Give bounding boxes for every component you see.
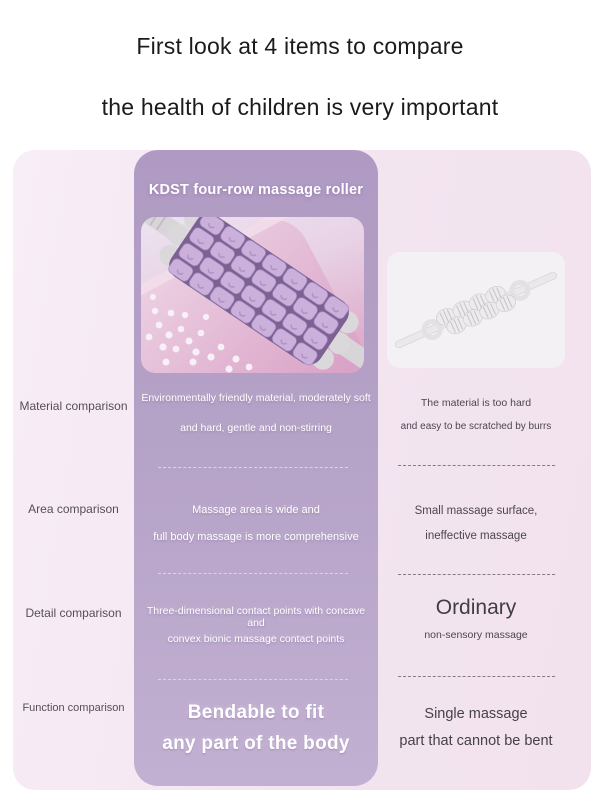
competitor-divider-3 <box>398 676 555 677</box>
product-image-kdst-roller <box>141 217 364 373</box>
product-row2-line2: full body massage is more comprehensive <box>153 531 359 543</box>
row-label-area: Area comparison <box>28 502 119 516</box>
row-label-detail: Detail comparison <box>25 606 122 620</box>
competitor-row1-line1: The material is too hard <box>420 397 532 409</box>
page-title-line2: the health of children is very important <box>101 94 499 120</box>
competitor-row4-line2: part that cannot be bent <box>399 733 553 749</box>
page-title-line1: First look at 4 items to compare <box>136 33 464 59</box>
product-divider-3 <box>158 679 348 680</box>
competitor-row3-line1: Ordinary <box>435 596 517 619</box>
product-row4-line1: Bendable to fit <box>187 702 325 723</box>
roller-body <box>141 217 364 373</box>
competitor-row3-line2: non-sensory massage <box>424 629 528 641</box>
product-row3-line1: Three-dimensional contact points with co… <box>146 605 366 629</box>
competitor-row2-line2: ineffective massage <box>425 530 527 542</box>
competitor-row4-line1: Single massage <box>424 706 528 722</box>
competitor-row1-line2: and easy to be scratched by burrs <box>400 421 552 432</box>
product-divider-1 <box>158 467 348 468</box>
scattered-beads <box>145 294 253 373</box>
product-row2-line1: Massage area is wide and <box>192 504 320 516</box>
competitor-divider-2 <box>398 574 555 575</box>
row-label-function: Function comparison <box>22 702 125 714</box>
product-row4-line2: any part of the body <box>162 733 350 754</box>
product-image-competitor-roller <box>387 252 565 368</box>
product-name: KDST four-row massage roller <box>148 182 364 198</box>
row-label-material: Material comparison <box>19 399 128 413</box>
product-row3-line2: convex bionic massage contact points <box>167 633 345 645</box>
product-row1-line1: Environmentally friendly material, moder… <box>141 392 371 404</box>
competitor-stick <box>395 271 557 349</box>
product-divider-2 <box>158 573 348 574</box>
competitor-divider-1 <box>398 465 555 466</box>
product-row1-line2: and hard, gentle and non-stirring <box>180 422 332 434</box>
competitor-row2-line1: Small massage surface, <box>414 505 538 517</box>
